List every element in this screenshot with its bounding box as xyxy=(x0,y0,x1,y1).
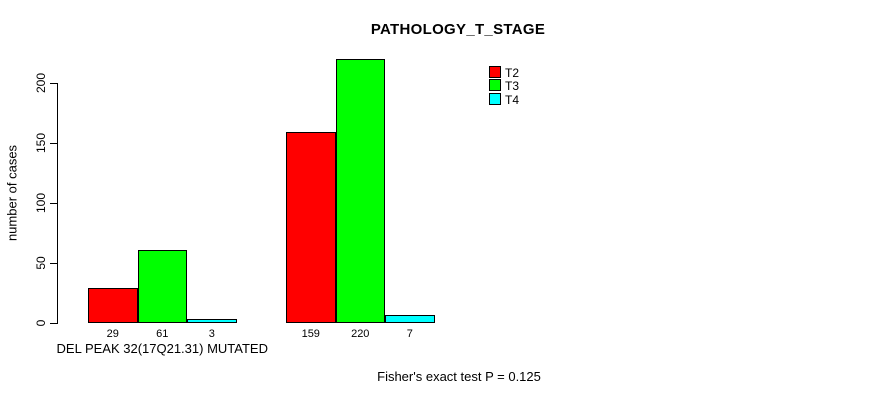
bar-value-label: 7 xyxy=(406,328,413,340)
legend-label-T2: T2 xyxy=(505,66,520,80)
y-tick-label: 200 xyxy=(34,72,48,94)
legend-label-T4: T4 xyxy=(505,92,520,107)
stat-annotation: Fisher's exact test P = 0.125 xyxy=(377,369,541,384)
y-tick xyxy=(50,203,57,204)
bar-T3-group2 xyxy=(335,59,385,323)
bar-value-label: 61 xyxy=(156,328,169,340)
legend-swatch-T2 xyxy=(489,66,501,78)
legend-swatch-T3 xyxy=(489,79,501,92)
y-tick-label: 150 xyxy=(34,132,48,154)
bar-T4-group1 xyxy=(187,319,237,323)
y-tick-label: 100 xyxy=(34,192,48,214)
bar-T2-group1 xyxy=(88,288,138,323)
bar-T3-group1 xyxy=(137,249,187,323)
x-axis-group-label: DEL PEAK 32(17Q21.31) MUTATED xyxy=(56,341,268,356)
y-axis-line xyxy=(57,83,58,324)
y-axis-label: number of cases xyxy=(4,144,20,242)
y-tick xyxy=(50,323,57,324)
bar-value-label: 220 xyxy=(351,328,370,340)
bar-T2-group2 xyxy=(286,132,336,323)
y-tick xyxy=(50,83,57,84)
bar-value-label: 29 xyxy=(106,328,119,340)
legend-swatch-T4 xyxy=(489,92,501,105)
bar-value-label: 159 xyxy=(301,328,320,340)
legend-label-T3: T3 xyxy=(505,79,520,94)
chart-title: PATHOLOGY_T_STAGE xyxy=(370,21,546,38)
y-tick xyxy=(50,263,57,264)
bar-value-label: 3 xyxy=(208,328,215,340)
bar-T4-group2 xyxy=(385,314,435,323)
y-tick-label: 0 xyxy=(34,319,48,327)
y-tick xyxy=(50,143,57,144)
y-tick-label: 50 xyxy=(34,256,48,270)
